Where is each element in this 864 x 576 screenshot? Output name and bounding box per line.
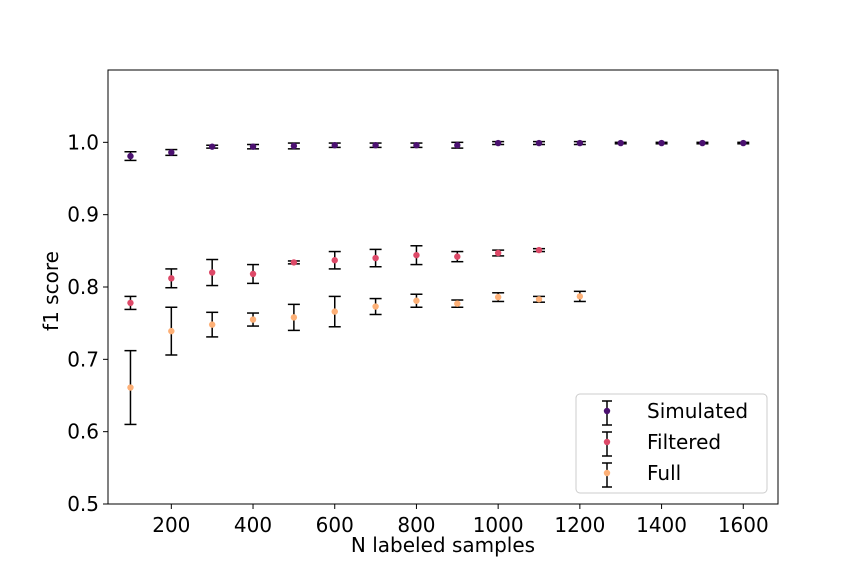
legend-label: Full [647, 461, 681, 485]
data-point [331, 257, 338, 264]
data-point [494, 293, 502, 301]
data-point [535, 139, 543, 147]
legend-entry-filtered: Filtered [602, 430, 721, 457]
x-tick-label: 1600 [718, 513, 769, 537]
data-point [249, 316, 257, 323]
data-point [494, 249, 502, 257]
data-point [331, 142, 338, 149]
legend-entry-full: Full [602, 461, 681, 488]
data-point [454, 300, 461, 307]
data-point [127, 299, 134, 307]
data-point [168, 275, 175, 282]
data-point [413, 251, 420, 259]
data-point [576, 293, 584, 300]
x-tick-label: 600 [316, 513, 354, 537]
data-point [249, 143, 257, 150]
series-filtered [124, 245, 546, 311]
data-point [127, 152, 134, 160]
data-point [454, 142, 461, 149]
y-tick-label: 0.9 [67, 203, 99, 227]
data-point [413, 297, 420, 304]
data-point [535, 296, 543, 303]
data-point [290, 259, 298, 266]
plot-area [124, 139, 750, 426]
data-point [576, 139, 584, 147]
y-axis-title: f1 score [39, 251, 63, 331]
axes: 200 400 600 800 1000 1200 1400 1600 0.5 0.6 0.7 0.8… [67, 69, 779, 537]
y-tick-label: 0.5 [67, 492, 99, 516]
data-point [168, 149, 175, 156]
data-point [372, 303, 379, 310]
legend-entry-simulated: Simulated [602, 399, 748, 426]
y-tick-label: 1.0 [67, 130, 99, 154]
x-tick-label: 200 [152, 513, 190, 537]
x-axis-title: N labeled samples [351, 533, 535, 557]
y-tick-label: 0.8 [67, 275, 99, 299]
legend-marker [603, 469, 611, 477]
x-tick-label: 800 [397, 513, 435, 537]
data-point [535, 246, 543, 254]
data-point [208, 143, 216, 150]
data-point [127, 384, 134, 391]
data-point [208, 269, 216, 276]
legend-marker [603, 407, 611, 415]
series-full [124, 290, 586, 426]
x-tick-label: 1000 [473, 513, 524, 537]
series-simulated [124, 139, 750, 162]
x-tick-label: 400 [234, 513, 272, 537]
data-point [331, 308, 338, 315]
data-point [208, 321, 216, 328]
x-tick-label: 1200 [554, 513, 605, 537]
data-point [617, 139, 624, 147]
legend: Simulated Filtered Full [575, 393, 768, 494]
data-point [658, 139, 665, 147]
data-point [413, 142, 420, 149]
legend-marker [603, 438, 611, 446]
legend-label: Filtered [647, 430, 721, 454]
data-point [290, 314, 298, 321]
data-point [372, 254, 379, 262]
data-point [740, 139, 747, 147]
data-point [454, 253, 461, 260]
data-point [494, 139, 502, 147]
x-tick-label: 1400 [636, 513, 687, 537]
legend-label: Simulated [647, 399, 748, 423]
data-point [290, 142, 298, 150]
y-tick-label: 0.7 [67, 347, 99, 371]
y-tick-label: 0.6 [67, 420, 99, 444]
data-point [249, 270, 257, 278]
data-point [168, 327, 175, 335]
legend-box [575, 393, 768, 494]
data-point [372, 142, 379, 149]
data-point [699, 139, 706, 147]
